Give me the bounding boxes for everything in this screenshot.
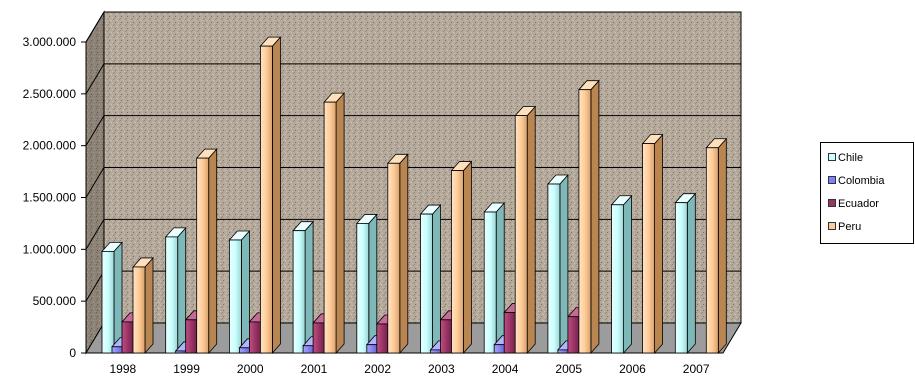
bar-peru-1999 [195,148,218,355]
bar-chile-2001 [292,220,314,355]
bar-chile-2002 [355,213,378,355]
legend-swatch-ecuador [828,199,836,208]
bar-chile-2006 [610,194,633,355]
bar-peru-2004 [514,105,537,355]
gridline-side [85,219,105,250]
legend-label-colombia: Colombia [838,175,885,187]
bar-chile-2005 [547,173,569,355]
legend-item-peru: Peru [828,220,861,234]
x-tick-label: 2003 [428,362,455,376]
legend-label-ecuador: Ecuador [838,198,879,210]
x-tick-label: 2007 [683,362,710,376]
legend-swatch-colombia [828,176,836,185]
bar-chile-2007 [674,192,697,355]
legend-swatch-peru [828,222,836,231]
gridline-side [85,63,105,95]
x-tick-label: 2001 [301,362,328,376]
legend-swatch-chile [828,153,836,162]
legend: Chile Colombia Ecuador Peru [820,142,914,244]
y-tick-label: 3.000.000 [23,35,77,49]
y-tick-label: 2.500.000 [23,87,77,101]
bar-chile-1998 [101,241,123,355]
gridline-side [85,167,105,198]
bar-peru-2001 [323,92,345,355]
bar-chile-2000 [228,229,251,355]
bar-chile-2004 [483,201,506,355]
x-tick-label: 2006 [619,362,646,376]
bar-chile-1999 [164,226,187,355]
gridline-side [85,270,105,302]
bar-peru-2002 [386,153,409,355]
bars [101,36,728,355]
y-tick-label: 2.000.000 [23,139,77,153]
y-tick-label: 0 [69,346,76,360]
gridline-side [85,115,105,146]
y-tick-label: 500.000 [33,294,77,308]
bar-peru-2007 [705,137,728,355]
x-tick-label: 1998 [109,362,136,376]
x-axis: 1998 1999 2000 2001 2002 2003 2004 2005 2006 2007 [86,352,723,376]
gridline-side [85,11,105,43]
x-tick-label: 2002 [364,362,391,376]
y-axis: 0 500.000 1.000.000 1.500.000 2.000.000 2.500… [23,35,87,360]
legend-item-colombia: Colombia [828,174,884,188]
bar-chile-2003 [419,204,442,355]
y-tick-label: 1.000.000 [23,242,77,256]
legend-item-ecuador: Ecuador [828,197,879,211]
bar-peru-1998 [132,256,154,355]
legend-item-chile: Chile [828,151,863,165]
x-tick-label: 2004 [492,362,519,376]
bar-peru-2000 [259,36,282,355]
legend-label-peru: Peru [838,221,862,233]
bar-peru-2006 [641,133,664,355]
x-tick-label: 2000 [237,362,264,376]
x-tick-label: 1999 [173,362,200,376]
bar-peru-2003 [450,160,473,355]
legend-label-chile: Chile [838,152,864,164]
x-tick-label: 2005 [555,362,582,376]
y-tick-label: 1.500.000 [23,191,77,205]
bar-peru-2005 [578,79,600,355]
